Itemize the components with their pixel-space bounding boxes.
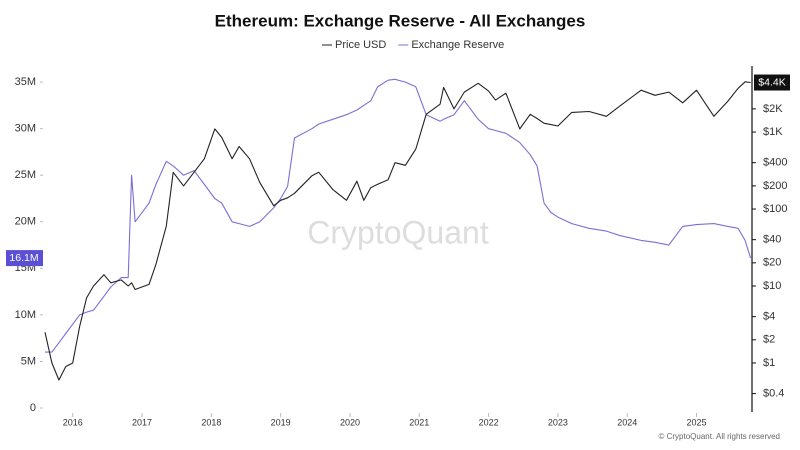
y2-tick-label: $400 — [763, 157, 787, 169]
y2-tick-label: $4 — [763, 311, 775, 323]
x-tick-label: 2019 — [271, 417, 291, 427]
y2-tick-label: $0.4 — [763, 388, 784, 400]
y2-tick-label: $20 — [763, 257, 781, 269]
x-tick-label: 2021 — [409, 417, 429, 427]
y-tick-label: 30M — [15, 123, 36, 135]
value-tag-label: $4.4K — [758, 76, 785, 88]
value-tag — [6, 250, 43, 267]
footnote: © CryptoQuant. All rights reserved — [659, 432, 781, 441]
x-tick-label: 2017 — [132, 417, 152, 427]
y2-tick-label: $1K — [763, 126, 783, 138]
y-tick-label: 5M — [21, 355, 36, 367]
y2-tick-label: $1 — [763, 357, 775, 369]
value-tag — [754, 74, 790, 91]
legend-label: Exchange Reserve — [411, 39, 504, 51]
y-tick-label: 10M — [15, 309, 36, 321]
y2-tick-label: $10 — [763, 280, 781, 292]
y-tick-label: 35M — [15, 76, 36, 88]
x-tick-label: 2025 — [687, 417, 707, 427]
series-line — [45, 78, 752, 353]
legend-label: Price USD — [335, 39, 386, 51]
x-tick-label: 2016 — [63, 417, 83, 427]
chart-title: Ethereum: Exchange Reserve - All Exchang… — [215, 11, 586, 30]
y-tick-label: 25M — [15, 169, 36, 181]
y2-tick-label: $100 — [763, 203, 787, 215]
y2-tick-label: $200 — [763, 180, 787, 192]
x-tick-label: 2024 — [617, 417, 637, 427]
y-tick-label: 0 — [30, 402, 36, 414]
y2-tick-label: $40 — [763, 234, 781, 246]
x-tick-label: 2020 — [340, 417, 360, 427]
y2-tick-label: $2K — [763, 103, 783, 115]
x-tick-label: 2023 — [548, 417, 568, 427]
value-tag-label: 16.1M — [9, 252, 38, 264]
y2-tick-label: $2 — [763, 334, 775, 346]
series-line — [44, 81, 751, 381]
watermark: CryptoQuant — [307, 214, 489, 250]
x-tick-label: 2022 — [479, 417, 499, 427]
y-tick-label: 20M — [15, 216, 36, 228]
x-tick-label: 2018 — [201, 417, 221, 427]
